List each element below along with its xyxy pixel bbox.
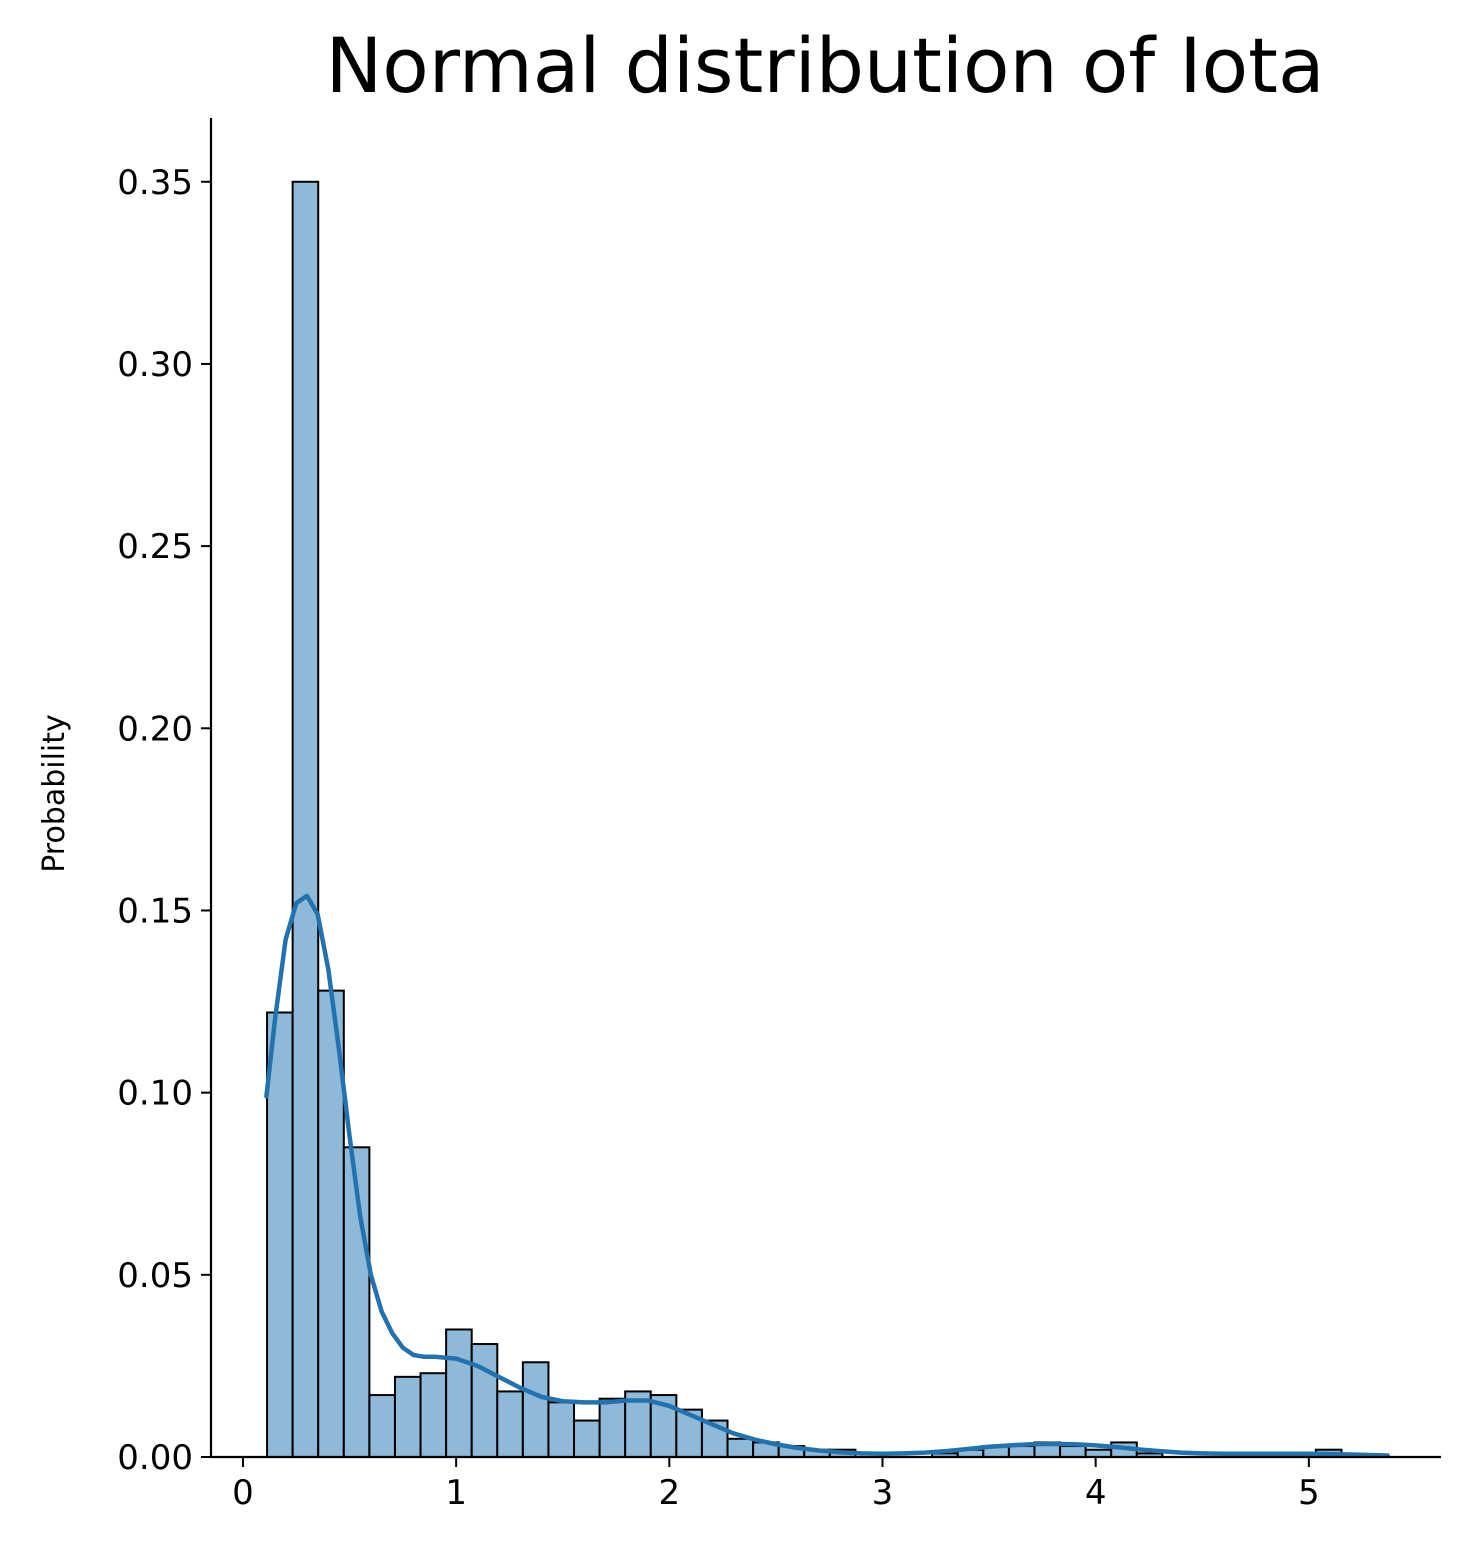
y-tick-label: 0.15 — [117, 891, 193, 931]
x-tick-label: 3 — [872, 1473, 894, 1513]
histogram-bar — [470, 1343, 499, 1459]
y-tick-label: 0.10 — [117, 1074, 193, 1114]
histogram-bar — [1007, 1445, 1036, 1458]
histogram-bar — [419, 1372, 448, 1458]
histogram-bar — [368, 1394, 396, 1459]
y-tick-label: 0.05 — [117, 1256, 193, 1296]
histogram-bar — [598, 1397, 627, 1458]
x-tick-label: 5 — [1298, 1473, 1320, 1513]
histogram-bar — [291, 180, 320, 1458]
axes: 0 1 2 3 4 5 0.00 0.05 0.10 0.15 0.20 0.25 0.30 0.35 — [117, 118, 1441, 1513]
chart-title: Normal distribution of Iota — [325, 21, 1324, 110]
histogram-bar — [496, 1390, 524, 1459]
y-tick-label: 0.20 — [117, 709, 193, 749]
kde-curve — [264, 893, 1390, 1458]
histogram-bar — [393, 1375, 422, 1458]
histogram-bar — [266, 1011, 294, 1458]
y-tick-label: 0.25 — [117, 527, 193, 567]
x-tick-label: 2 — [658, 1473, 680, 1513]
histogram-bars — [266, 180, 1343, 1459]
histogram-bar — [521, 1361, 550, 1459]
histogram-bar — [573, 1419, 601, 1459]
x-tick-label: 0 — [232, 1473, 254, 1513]
x-tick-label: 4 — [1085, 1473, 1107, 1513]
histogram-bar — [445, 1328, 473, 1458]
y-tick-label: 0.30 — [117, 345, 193, 385]
y-axis-label: Probability — [37, 714, 72, 873]
y-tick-label: 0.00 — [117, 1438, 193, 1478]
histogram-bar — [547, 1401, 576, 1458]
kde-curve-layer — [264, 893, 1390, 1458]
histogram-bar — [726, 1437, 755, 1459]
histogram-bar — [1059, 1445, 1087, 1458]
y-tick-label: 0.35 — [117, 163, 193, 203]
x-tick-label: 1 — [445, 1473, 467, 1513]
